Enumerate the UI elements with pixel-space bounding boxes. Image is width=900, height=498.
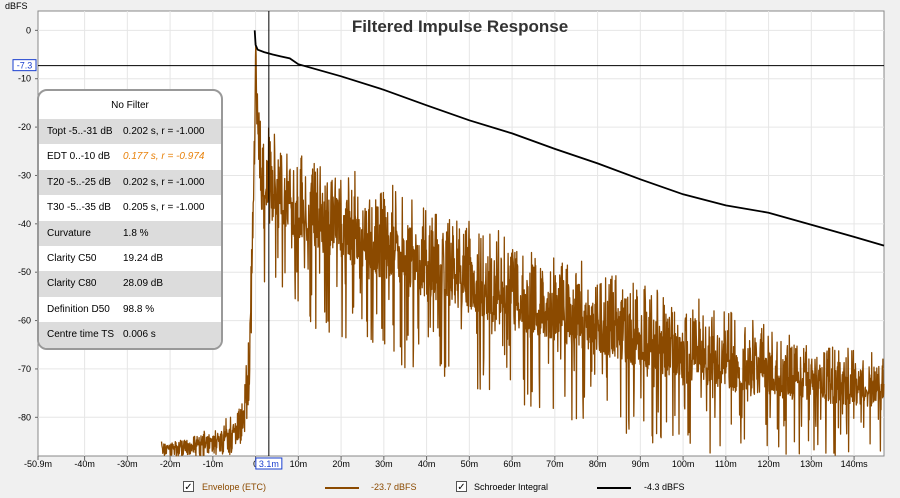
stats-row-label: Topt -5..-31 dB (47, 126, 113, 137)
stats-row-value: 0.177 s, r = -0.974 (123, 151, 205, 163)
x-tick-label: 140ms (841, 459, 869, 469)
x-tick-label: -40m (74, 459, 95, 469)
cursor-x-readout: 3.1m (259, 459, 279, 469)
schroeder-readout: -4.3 dBFS (644, 482, 685, 492)
stats-row-value: 28.09 dB (123, 278, 164, 290)
stats-row-value: 1.8 % (123, 227, 149, 239)
stats-row-label: T20 -5..-25 dB (47, 176, 111, 188)
stats-row: Clarity C50 19.24 dB (39, 246, 221, 271)
y-tick-label: 0 (26, 25, 31, 35)
x-tick-label: 50m (461, 459, 479, 469)
stats-row-label: EDT 0..-10 dB (47, 151, 111, 163)
y-axis-unit-label: dBFS (5, 1, 28, 11)
envelope-readout: -23.7 dBFS (371, 482, 417, 492)
cursor-y-readout: -7.3 (17, 61, 33, 71)
cursor-crosshair[interactable]: 3.1m -7.3 (12, 11, 884, 470)
stats-row-label: Centre time TS (47, 329, 115, 341)
stats-row: Clarity C80 28.09 dB (39, 271, 221, 297)
acoustic-stats-panel: No Filter Topt -5..-31 dB 0.202 s, r = -1… (37, 89, 223, 350)
stats-row-label: T30 -5..-35 dB (47, 202, 111, 214)
chart-title: Filtered Impulse Response (352, 17, 568, 36)
stats-row-value: 0.202 s, r = -1.000 (123, 176, 205, 188)
x-tick-label: 30m (375, 459, 393, 469)
stats-row-label: Clarity C80 (47, 278, 97, 290)
stats-row: Definition D50 98.8 % (39, 297, 221, 322)
x-tick-label: -30m (117, 459, 138, 469)
stats-row-value: 0.202 s, r = -1.000 (123, 126, 205, 137)
y-tick-label: -70 (18, 364, 31, 374)
envelope-checkbox[interactable]: ✓ (183, 481, 194, 493)
x-tick-label: 130m (800, 459, 823, 469)
cursor-y-readout-box (12, 59, 37, 72)
stats-row: Curvature 1.8 % (39, 220, 221, 246)
series-envelope-etc (160, 42, 885, 457)
x-tick-label: 110m (715, 459, 737, 469)
x-tick-label: -20m (160, 459, 181, 469)
x-axis-ticks: -50.9m-40m-30m-20m-10m010m20m30m40m50m60… (24, 456, 868, 469)
schroeder-legend-label: Schroeder Integral (474, 482, 549, 492)
stats-row-value: 19.24 dB (123, 252, 164, 264)
y-tick-label: -10 (18, 74, 31, 84)
stats-row: T30 -5..-35 dB 0.205 s, r = -1.000 (39, 195, 221, 220)
stats-row: Topt -5..-31 dB 0.202 s, r = -1.000 (39, 119, 221, 145)
stats-row-label: Curvature (47, 227, 91, 239)
envelope-legend-label: Envelope (ETC) (202, 482, 267, 492)
cursor-x-readout-box (255, 457, 283, 470)
x-tick-label: 80m (589, 459, 607, 469)
x-tick-label: 120m (757, 459, 780, 469)
legend-bar: ✓ Envelope (ETC) -23.7 dBFS ✓ Schroeder … (0, 476, 900, 498)
stats-row-label: Definition D50 (47, 303, 110, 315)
stats-row: EDT 0..-10 dB 0.177 s, r = -0.974 (39, 144, 221, 169)
x-tick-label: 100m (672, 459, 695, 469)
stats-row-value: 98.8 % (123, 303, 155, 315)
y-tick-label: -50 (18, 267, 31, 277)
stats-row: T20 -5..-25 dB 0.202 s, r = -1.000 (39, 169, 221, 196)
x-tick-label: 70m (546, 459, 564, 469)
stats-row-label: Clarity C50 (47, 252, 97, 264)
x-tick-label: 10m (290, 459, 308, 469)
stats-row: Centre time TS 0.006 s (39, 322, 221, 348)
x-tick-label: 90m (632, 459, 650, 469)
envelope-legend-swatch (325, 487, 359, 489)
stats-panel-title: No Filter (111, 100, 149, 111)
x-tick-label: 20m (332, 459, 350, 469)
x-tick-label: -10m (203, 459, 224, 469)
y-tick-label: -40 (18, 219, 31, 229)
x-tick-label: 60m (503, 459, 521, 469)
schroeder-legend-swatch (597, 487, 631, 489)
envelope-trace (160, 42, 885, 457)
x-tick-label: 40m (418, 459, 436, 469)
y-tick-label: -30 (18, 170, 31, 180)
x-tick-label: -50.9m (24, 459, 52, 469)
y-tick-label: -60 (18, 316, 31, 326)
schroeder-checkbox[interactable]: ✓ (456, 481, 467, 493)
y-tick-label: -80 (18, 412, 31, 422)
stats-row-value: 0.006 s (123, 329, 156, 341)
y-tick-label: -20 (18, 122, 31, 132)
stats-row-value: 0.205 s, r = -1.000 (123, 202, 205, 214)
y-axis-ticks: 0 -10 -20 -30 -40 -50 -60 -70 -80 (18, 25, 38, 422)
